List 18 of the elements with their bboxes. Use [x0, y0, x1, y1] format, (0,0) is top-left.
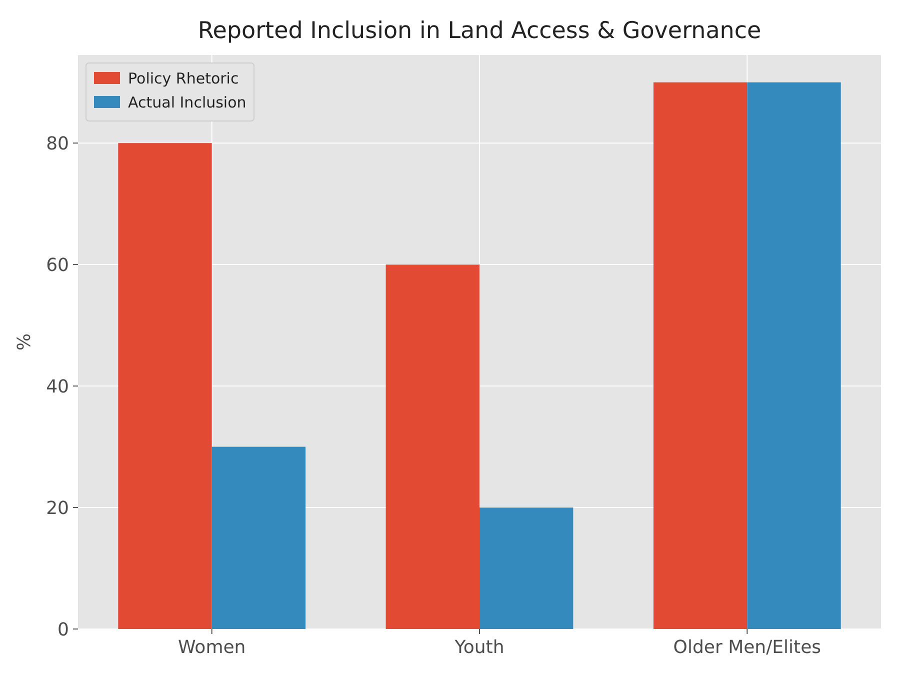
y-tick-label: 0 [58, 619, 69, 640]
y-tick-label: 60 [46, 254, 69, 276]
chart-title: Reported Inclusion in Land Access & Governance [198, 18, 762, 44]
y-tick-label: 40 [46, 376, 69, 398]
x-tick-label: Women [178, 637, 246, 658]
bar [386, 264, 480, 629]
y-tick-label: 80 [46, 133, 69, 154]
y-axis-title: % [14, 333, 35, 351]
bar [480, 508, 574, 629]
bar [653, 82, 748, 629]
x-tick-label: Youth [454, 637, 504, 658]
bar [212, 446, 306, 629]
legend-label: Actual Inclusion [128, 93, 246, 112]
y-tick-label: 20 [46, 498, 69, 519]
bar [118, 143, 212, 629]
legend-label: Policy Rhetoric [128, 69, 239, 88]
x-tick-label: Older Men/Elites [673, 637, 822, 658]
bar [747, 82, 841, 629]
